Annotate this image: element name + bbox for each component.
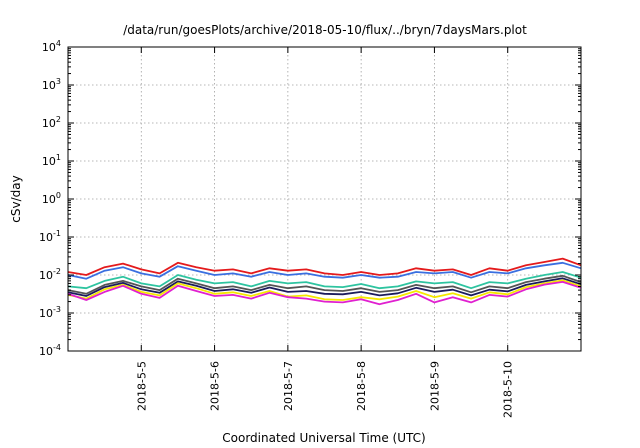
series-line (67, 277, 582, 297)
x-tick-label: 2018-5-5 (135, 361, 148, 411)
x-tick-label: 2018-5-9 (428, 361, 441, 411)
y-tick-label: 102 (42, 115, 61, 130)
y-tick-base: 10 (42, 41, 56, 54)
series-layer (67, 257, 582, 306)
x-tick-label: 2018-5-7 (282, 361, 295, 411)
y-tick-base: 10 (42, 79, 56, 92)
x-tick-label: 2018-5-6 (209, 361, 222, 411)
y-tick-exponent: -4 (53, 343, 61, 352)
y-tick-exponent: -1 (53, 229, 61, 238)
series-line (67, 280, 582, 306)
y-tick-base: 10 (39, 307, 53, 320)
x-axis-label: Coordinated Universal Time (UTC) (222, 431, 425, 445)
y-tick-label: 10-2 (39, 267, 61, 282)
y-tick-label: 10-3 (39, 305, 61, 320)
y-tick-exponent: -3 (53, 305, 61, 314)
y-tick-label: 10-1 (39, 229, 61, 244)
y-tick-base: 10 (39, 269, 53, 282)
y-tick-label: 103 (42, 77, 61, 92)
y-tick-base: 10 (39, 231, 53, 244)
y-tick-label: 10-4 (39, 343, 61, 358)
series-line (67, 279, 582, 301)
y-tick-exponent: 4 (56, 39, 61, 48)
grid (68, 47, 581, 351)
series-line (67, 257, 582, 276)
x-tick-label: 2018-5-10 (502, 361, 515, 418)
y-tick-base: 10 (42, 193, 56, 206)
y-tick-label: 104 (42, 39, 61, 54)
series-line (67, 261, 582, 280)
x-axis: 2018-5-5 2018-5-6 2018-5-7 2018-5-8 2018-5-9… (135, 47, 515, 418)
y-tick-label: 101 (42, 153, 61, 168)
y-tick-exponent: 2 (56, 115, 61, 124)
y-tick-base: 10 (42, 117, 56, 130)
y-tick-exponent: 1 (56, 153, 61, 162)
y-tick-base: 10 (39, 345, 53, 358)
chart-title: /data/run/goesPlots/archive/2018-05-10/f… (123, 23, 527, 37)
series-line (67, 274, 582, 295)
y-tick-exponent: 0 (56, 191, 61, 200)
x-tick-label: 2018-5-8 (355, 361, 368, 411)
y-tick-exponent: 3 (56, 77, 61, 86)
y-tick-label: 100 (42, 191, 61, 206)
y-axis-label: cSv/day (9, 175, 23, 222)
y-tick-base: 10 (42, 155, 56, 168)
y-tick-exponent: -2 (53, 267, 61, 276)
series-line (67, 271, 582, 290)
